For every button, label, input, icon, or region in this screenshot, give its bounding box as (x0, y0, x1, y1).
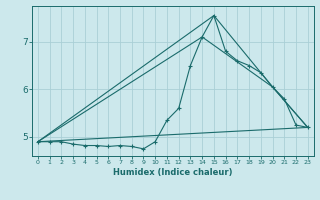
X-axis label: Humidex (Indice chaleur): Humidex (Indice chaleur) (113, 168, 233, 177)
